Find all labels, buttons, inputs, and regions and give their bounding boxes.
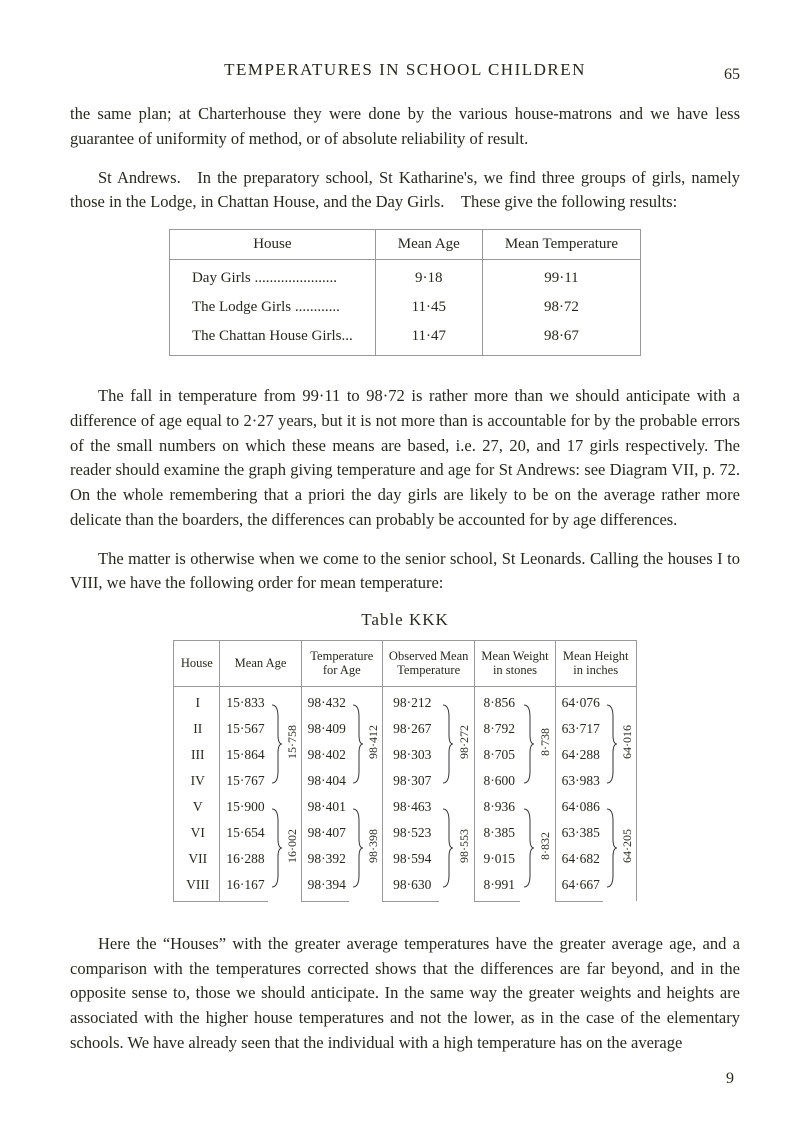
t2-val: 15·864 (220, 742, 268, 768)
t2-val: 98·594 (382, 846, 438, 872)
para-5: Here the “Houses” with the greater avera… (70, 932, 740, 1056)
t2-val: 98·409 (301, 716, 349, 742)
brace-icon (603, 686, 621, 794)
t1-head-house: House (169, 230, 375, 260)
t2-roman: II (174, 716, 220, 742)
t1-cell: The Chattan House Girls... (169, 322, 375, 356)
t2-val: 8·936 (475, 794, 520, 820)
brace-icon (349, 686, 367, 794)
t2-val: 15·654 (220, 820, 268, 846)
t2-val: 98·404 (301, 768, 349, 794)
t2-head: Mean Heightin inches (555, 641, 636, 687)
t2-side: 64·205 (621, 794, 637, 902)
t2-val: 63·385 (555, 820, 603, 846)
house-means-table: House Mean Age Mean Temperature Day Girl… (169, 229, 641, 356)
t2-val: 8·991 (475, 872, 520, 902)
brace-icon (268, 794, 286, 902)
t1-cell: 11·45 (375, 293, 482, 322)
para-2: St Andrews. In the preparatory school, S… (70, 166, 740, 216)
brace-icon (439, 794, 457, 902)
t2-val: 63·983 (555, 768, 603, 794)
t2-val: 98·407 (301, 820, 349, 846)
t2-val: 98·432 (301, 686, 349, 716)
t2-val: 9·015 (475, 846, 520, 872)
t1-cell: 98·67 (482, 322, 640, 356)
t2-side: 15·758 (286, 686, 302, 794)
t2-val: 98·630 (382, 872, 438, 902)
t2-val: 8·705 (475, 742, 520, 768)
t2-val: 8·385 (475, 820, 520, 846)
t2-head: Mean Age (220, 641, 301, 687)
t2-side: 64·016 (621, 686, 637, 794)
t2-val: 98·401 (301, 794, 349, 820)
t2-val: 98·463 (382, 794, 438, 820)
t1-cell: 99·11 (482, 260, 640, 294)
t2-val: 15·900 (220, 794, 268, 820)
t2-val: 64·076 (555, 686, 603, 716)
brace-icon (349, 794, 367, 902)
para-1: the same plan; at Charterhouse they were… (70, 102, 740, 152)
t2-val: 98·307 (382, 768, 438, 794)
page-number: 65 (724, 66, 740, 84)
t2-roman: VI (174, 820, 220, 846)
para-3: The fall in temperature from 99·11 to 98… (70, 384, 740, 533)
t2-side: 8·738 (538, 686, 555, 794)
t2-val: 64·086 (555, 794, 603, 820)
houses-detail-table: House Mean Age Temperaturefor Age Observ… (173, 640, 637, 902)
signature-number: 9 (70, 1070, 740, 1088)
t2-val: 15·567 (220, 716, 268, 742)
t2-val: 98·394 (301, 872, 349, 902)
t2-roman: IV (174, 768, 220, 794)
t2-val: 64·682 (555, 846, 603, 872)
t2-roman: III (174, 742, 220, 768)
t1-cell: 98·72 (482, 293, 640, 322)
header: TEMPERATURES IN SCHOOL CHILDREN 65 (70, 60, 740, 80)
t1-cell: 11·47 (375, 322, 482, 356)
t2-side: 98·398 (367, 794, 383, 902)
running-head: TEMPERATURES IN SCHOOL CHILDREN (224, 60, 586, 80)
t2-side: 98·412 (367, 686, 383, 794)
t1-cell: 9·18 (375, 260, 482, 294)
t2-val: 63·717 (555, 716, 603, 742)
t2-val: 98·402 (301, 742, 349, 768)
t2-val: 98·523 (382, 820, 438, 846)
t2-val: 98·303 (382, 742, 438, 768)
brace-icon (520, 686, 538, 794)
brace-icon (520, 794, 538, 902)
t2-val: 8·600 (475, 768, 520, 794)
t2-side: 98·553 (457, 794, 475, 902)
t2-val: 15·833 (220, 686, 268, 716)
t1-cell: Day Girls ...................... (169, 260, 375, 294)
t2-val: 15·767 (220, 768, 268, 794)
page: TEMPERATURES IN SCHOOL CHILDREN 65 the s… (0, 0, 800, 1128)
t2-head: Observed MeanTemperature (382, 641, 475, 687)
t2-roman: VII (174, 846, 220, 872)
t2-val: 98·392 (301, 846, 349, 872)
t2-val: 8·856 (475, 686, 520, 716)
t2-head: Mean Weightin stones (475, 641, 555, 687)
t2-side: 98·272 (457, 686, 475, 794)
t2-side: 8·832 (538, 794, 555, 902)
t1-cell: The Lodge Girls ............ (169, 293, 375, 322)
t2-head: House (174, 641, 220, 687)
t2-val: 64·667 (555, 872, 603, 902)
t2-head: Temperaturefor Age (301, 641, 382, 687)
para-4: The matter is otherwise when we come to … (70, 547, 740, 597)
t1-head-age: Mean Age (375, 230, 482, 260)
t1-head-temp: Mean Temperature (482, 230, 640, 260)
t2-val: 16·288 (220, 846, 268, 872)
t2-side: 16·002 (286, 794, 302, 902)
table-kkk-caption: Table KKK (70, 610, 740, 630)
t2-val: 98·212 (382, 686, 438, 716)
t2-val: 98·267 (382, 716, 438, 742)
t2-roman: I (174, 686, 220, 716)
brace-icon (603, 794, 621, 902)
t2-val: 8·792 (475, 716, 520, 742)
brace-icon (268, 686, 286, 794)
brace-icon (439, 686, 457, 794)
t2-roman: VIII (174, 872, 220, 902)
t2-roman: V (174, 794, 220, 820)
t2-val: 16·167 (220, 872, 268, 902)
t2-val: 64·288 (555, 742, 603, 768)
